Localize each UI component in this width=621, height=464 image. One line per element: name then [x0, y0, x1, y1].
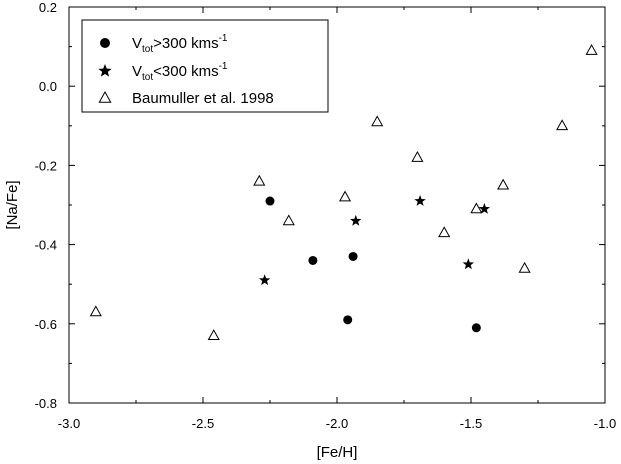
- legend-entry-high-velocity: Vtot>300 kms-1: [132, 33, 228, 55]
- y-tick-label: -0.2: [35, 158, 57, 173]
- y-tick-label: -0.8: [35, 396, 57, 411]
- data-point-baumuller: [497, 178, 510, 190]
- data-point-low-velocity: [414, 195, 426, 206]
- y-tick-label: 0.2: [39, 0, 57, 15]
- data-point-baumuller: [282, 214, 295, 226]
- legend-marker-star: [98, 64, 112, 77]
- x-tick-label: -2.5: [192, 416, 214, 431]
- data-point-baumuller: [253, 174, 266, 186]
- legend-entry-baumuller: Baumuller et al. 1998: [132, 90, 274, 107]
- y-tick-label: -0.4: [35, 238, 57, 253]
- x-tick-label: -1.0: [594, 416, 616, 431]
- legend-marker-triangle: [98, 90, 112, 103]
- axis-ticks: -3.0 -2.5 -2.0 -1.5 -1.0 -0.8 -0.6 -0.4 -0.2 0.0 0…: [35, 0, 617, 431]
- legend: Vtot>300 kms-1 Vtot<300 kms-1 Baumuller …: [81, 19, 329, 113]
- data-point-baumuller: [585, 44, 598, 55]
- data-point-baumuller: [556, 119, 569, 131]
- data-point-low-velocity: [462, 258, 475, 270]
- data-point-high-velocity: [265, 196, 275, 206]
- data-point-baumuller: [470, 202, 483, 214]
- data-point-high-velocity: [348, 251, 358, 261]
- data-point-high-velocity: [308, 255, 318, 265]
- data-point-baumuller: [438, 226, 451, 238]
- data-point-baumuller: [338, 190, 352, 202]
- legend-marker-circle: [100, 38, 110, 48]
- data-point-low-velocity: [478, 202, 491, 214]
- data-point-low-velocity: [258, 274, 271, 286]
- data-point-baumuller: [371, 115, 384, 127]
- data-point-baumuller: [411, 150, 424, 162]
- data-point-baumuller: [89, 305, 102, 317]
- data-point-baumuller: [207, 329, 220, 341]
- data-point-baumuller: [518, 261, 531, 273]
- data-points: [89, 44, 598, 341]
- y-axis-label: [Na/Fe]: [4, 180, 21, 229]
- data-point-high-velocity: [343, 315, 353, 325]
- x-tick-label: -2.0: [326, 416, 348, 431]
- y-tick-label: -0.6: [35, 317, 57, 332]
- legend-entry-low-velocity: Vtot<300 kms-1: [132, 61, 228, 83]
- data-point-low-velocity: [350, 214, 362, 226]
- x-tick-label: -1.5: [460, 416, 482, 431]
- legend-box: [81, 19, 329, 113]
- x-axis-label: [Fe/H]: [317, 444, 358, 461]
- y-tick-label: 0.0: [39, 79, 57, 94]
- x-tick-label: -3.0: [58, 416, 80, 431]
- data-point-high-velocity: [471, 323, 481, 333]
